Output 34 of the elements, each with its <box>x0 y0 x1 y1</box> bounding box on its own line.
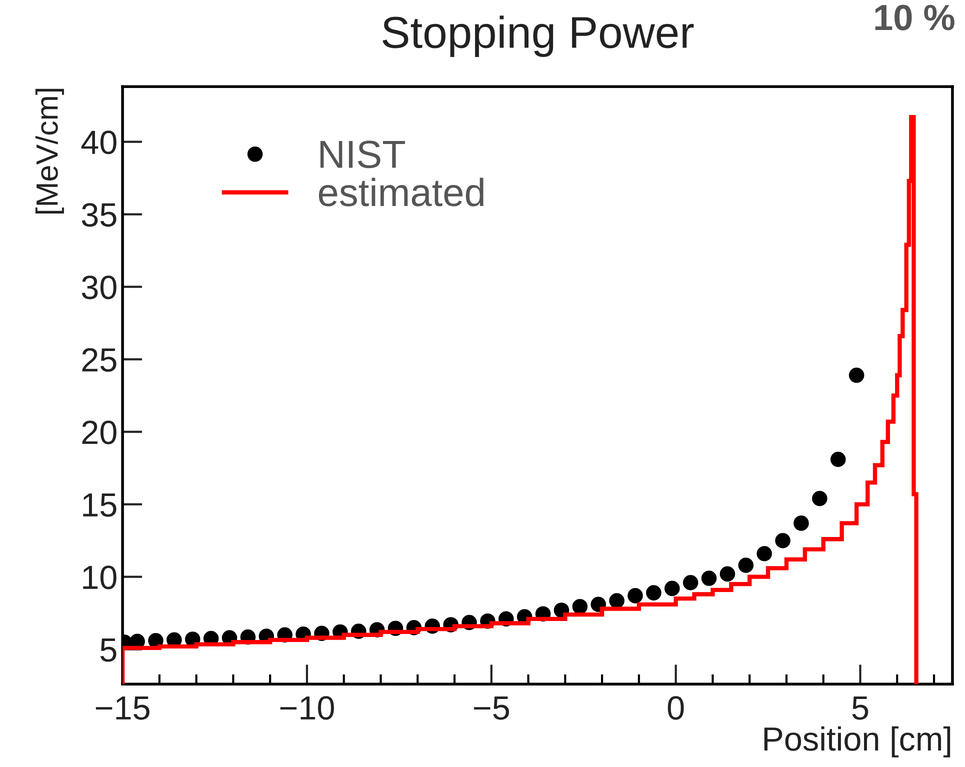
point <box>701 570 717 586</box>
y-tick-label: 15 <box>83 493 116 517</box>
y-tick-label: 5 <box>100 638 116 662</box>
text: 10 % <box>875 4 954 30</box>
point <box>720 566 736 582</box>
x-axis-title: Position [cm] <box>764 726 950 758</box>
x-tick-label: 5 <box>852 696 868 720</box>
point <box>609 593 624 608</box>
point <box>682 575 698 590</box>
point <box>830 452 846 468</box>
y-tick-label: 20 <box>82 420 116 444</box>
x-tick-label: 0 <box>668 696 684 720</box>
point <box>664 580 680 596</box>
x-tick-label: −10 <box>280 696 334 720</box>
point <box>738 558 754 573</box>
point <box>812 490 828 506</box>
x-tick-label: −15 <box>96 696 150 720</box>
point <box>794 516 809 531</box>
point <box>775 532 790 548</box>
y-tick-label: 35 <box>82 203 116 227</box>
point <box>646 585 662 600</box>
point <box>848 368 864 383</box>
point <box>756 546 772 562</box>
y-axis-title: [MeV/cm] <box>35 88 64 214</box>
x-tick-label: −5 <box>474 696 510 720</box>
legend-label: NIST <box>320 140 405 168</box>
y-tick-label: 10 <box>83 566 116 590</box>
y-tick-label: 30 <box>82 276 116 300</box>
y-tick-label: 40 <box>81 130 116 154</box>
point <box>628 588 643 604</box>
y-tick-label: 25 <box>82 348 116 372</box>
chart-title: Stopping Power <box>382 16 694 58</box>
point <box>572 598 588 614</box>
legend-label: estimated <box>318 178 484 206</box>
